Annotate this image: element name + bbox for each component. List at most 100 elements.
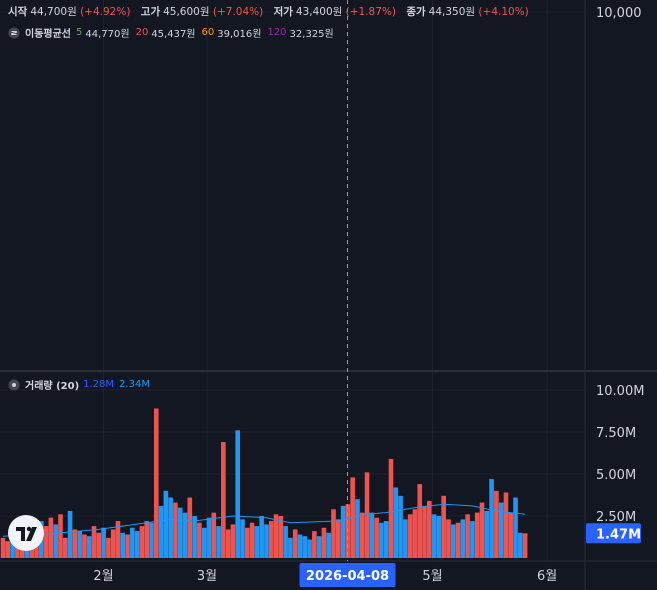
volume-bar [139, 526, 145, 558]
volume-bar [201, 527, 207, 558]
volume-bar [508, 512, 514, 558]
ma5-period: 5 [76, 27, 83, 38]
open-label: 시작 [8, 6, 28, 18]
open-value: 44,700원 [30, 6, 77, 18]
volume-bar [364, 472, 370, 558]
volume-bar [336, 519, 341, 558]
tradingview-logo[interactable] [8, 515, 44, 551]
volume-bar [10, 539, 15, 558]
volume-bar [115, 521, 121, 558]
volume-bar [86, 536, 92, 558]
volume-bar [450, 524, 456, 558]
volume-bar [101, 527, 106, 558]
volume-bar [254, 526, 260, 558]
ma60-period: 60 [201, 27, 215, 38]
volume-bar [67, 510, 73, 558]
ma20-value: 45,437원 [151, 29, 196, 40]
volume-bar [455, 522, 461, 558]
volume-bar [321, 527, 327, 558]
volume-bar [489, 479, 494, 558]
volume-bar [518, 532, 523, 558]
volume-bar [211, 512, 217, 558]
volume-legend-title: 거래량 (20) [25, 381, 80, 392]
low-pct: (+1.87%) [345, 6, 396, 18]
volume-bar [412, 509, 418, 558]
volume-bar [273, 514, 279, 558]
time-tick-label: 5월 [422, 569, 442, 584]
volume-bar [240, 519, 245, 558]
volume-bar [91, 526, 97, 558]
low-value: 43,400원 [295, 6, 343, 18]
volume-bar [168, 497, 173, 558]
volume-bar [120, 532, 126, 558]
volume-bar [398, 495, 403, 558]
volume-bar [474, 512, 480, 558]
volume-bar [355, 499, 360, 558]
volume-bar [312, 531, 317, 558]
volume-bar [163, 490, 169, 558]
volume-bar [110, 529, 116, 558]
volume-bar [149, 522, 154, 558]
volume-bar [388, 458, 394, 558]
volume-bar [498, 502, 504, 558]
volume-bar [513, 497, 518, 558]
link-icon[interactable] [8, 27, 20, 39]
volume-ma-line [2, 503, 526, 537]
volume-value-1: 1.28M [83, 379, 115, 390]
volume-bar [259, 516, 264, 558]
volume-bar [403, 519, 408, 558]
crosshair-date-label: 2026-04-08 [306, 569, 389, 584]
volume-bar [407, 514, 413, 558]
volume-bar [393, 487, 399, 558]
volume-bar [292, 529, 298, 558]
volume-bar [297, 534, 303, 558]
volume-bar [192, 516, 197, 558]
volume-bar [106, 537, 111, 558]
volume-bar [431, 514, 437, 558]
ma-legend[interactable]: 이동평균선 5 44,770원 20 45,437원 60 39,016원 120 32… [8, 25, 340, 40]
volume-bar [422, 505, 427, 558]
volume-bar [307, 539, 312, 558]
volume-bar [417, 484, 423, 558]
volume-bar [197, 522, 202, 558]
volume-bar [216, 526, 221, 558]
volume-bar [206, 517, 212, 558]
volume-bar [326, 532, 332, 558]
volume-bar [144, 521, 149, 558]
volume-bar [249, 522, 255, 558]
high-value: 45,600원 [163, 6, 210, 18]
volume-bar [379, 522, 384, 558]
volume-bar [182, 512, 188, 558]
volume-bar [436, 516, 442, 558]
volume-bar [460, 519, 466, 558]
volume-legend[interactable]: 거래량 (20) 1.28M 2.34M [8, 377, 150, 392]
volume-bar [446, 519, 451, 558]
overlays: 83,300원 (-5.04%, 26.05.2↓0.80%, 26.01.19… [346, 0, 348, 561]
close-label: 종가 [406, 6, 426, 18]
open-pct: (+4.92%) [80, 6, 131, 18]
volume-bar [503, 492, 509, 558]
volume-bar [427, 500, 432, 558]
volume-bar [484, 510, 490, 558]
time-tick-label: 2월 [93, 569, 113, 584]
ma20-period: 20 [135, 27, 149, 38]
volume-bar [374, 517, 379, 558]
high-label: 고가 [140, 6, 161, 18]
volume-bar [158, 505, 164, 558]
settings-icon[interactable] [8, 379, 20, 391]
close-value: 44,350원 [428, 6, 476, 18]
volume-bar [278, 516, 284, 558]
volume-tick-label: 5.00M [596, 468, 636, 483]
volume-bar [302, 536, 308, 558]
ma-legend-title: 이동평균선 [25, 29, 71, 40]
volume-last-badge [586, 523, 641, 544]
volume-bar [130, 527, 135, 558]
volume-bar [77, 531, 82, 558]
volume-bar [441, 495, 446, 558]
volume-bar [173, 502, 178, 558]
volume-tick-label: 10.00M [596, 384, 644, 399]
volume-bar [494, 490, 499, 558]
volume-tick-label: 2.50M [596, 510, 636, 525]
